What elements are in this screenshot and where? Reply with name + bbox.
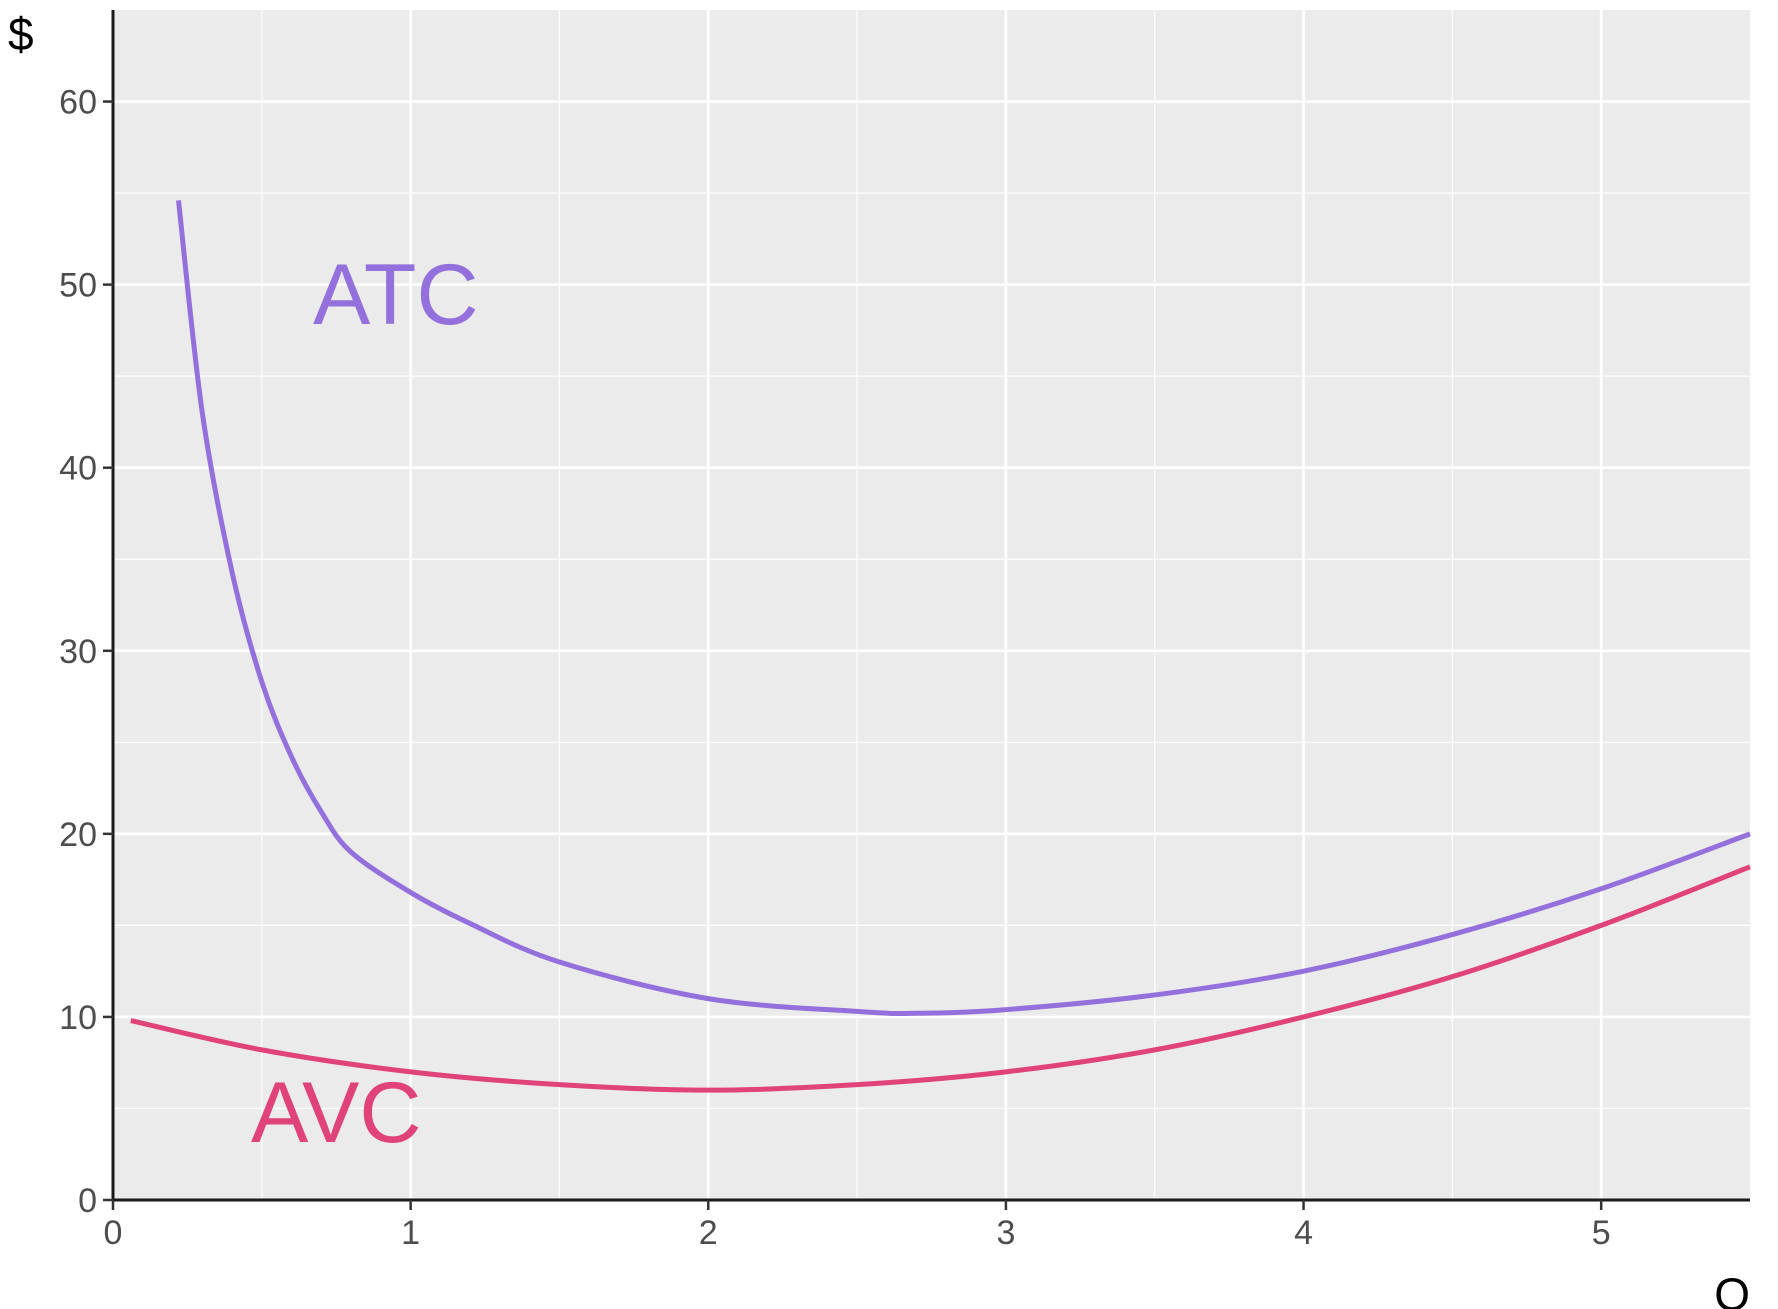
annotation-layer: ATC AVC: [251, 247, 479, 1161]
x-axis-title: Q: [1714, 1268, 1750, 1309]
y-tick-label: 10: [59, 999, 97, 1037]
curve-label-avc: AVC: [251, 1065, 421, 1161]
y-axis-title: $: [8, 8, 34, 60]
y-tick-label: 50: [59, 267, 97, 305]
x-axis-ticks: 0 1 2 3 4 5: [104, 1200, 1611, 1252]
x-tick-label: 1: [401, 1214, 420, 1252]
x-tick-label: 2: [699, 1214, 718, 1252]
y-tick-label: 60: [59, 84, 97, 122]
y-tick-label: 40: [59, 450, 97, 488]
series-line-atc: [175, 200, 1751, 1016]
y-axis-ticks: 0 10 20 30 40 50 60: [59, 84, 113, 1220]
grid-minor: [113, 10, 1750, 1200]
x-tick-label: 4: [1294, 1214, 1313, 1252]
y-tick-label: 0: [78, 1182, 97, 1220]
series-line-avc: [130, 864, 1751, 1093]
y-tick-label: 20: [59, 816, 97, 854]
curve-label-atc: ATC: [313, 247, 479, 343]
plot-panel: [113, 10, 1750, 1200]
x-tick-label: 5: [1592, 1214, 1611, 1252]
x-tick-label: 0: [104, 1214, 123, 1252]
x-tick-label: 3: [996, 1214, 1015, 1252]
y-tick-label: 30: [59, 633, 97, 671]
series-layer: [130, 200, 1751, 1093]
